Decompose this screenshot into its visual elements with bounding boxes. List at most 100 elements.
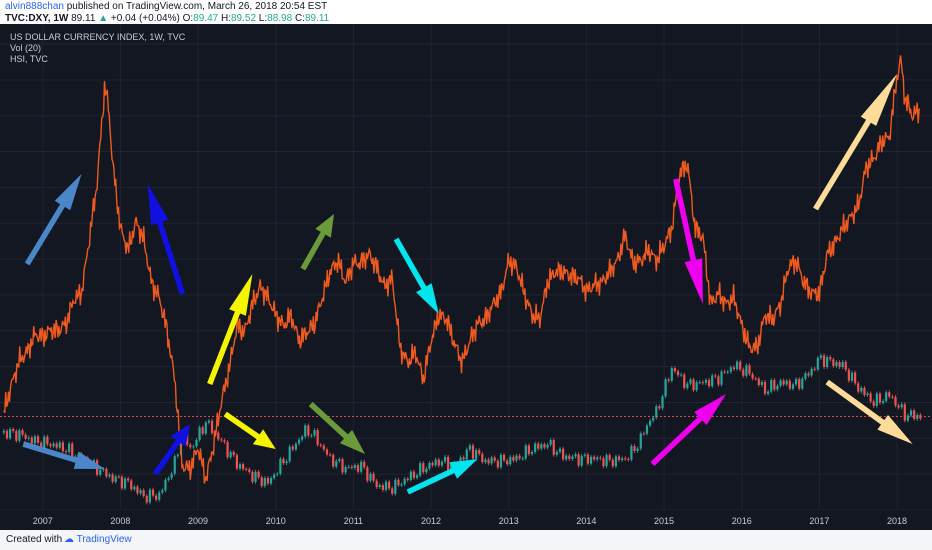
- annotation-arrow: [153, 424, 191, 476]
- dxy-candle: [589, 456, 593, 464]
- dxy-candle: [422, 463, 425, 473]
- dxy-candle: [117, 476, 120, 478]
- chart-svg[interactable]: 2007 2008 2009 2010 2011 2012 2013 2014 2015 2016…: [0, 24, 932, 530]
- dxy-candle: [642, 433, 645, 435]
- dxy-candle: [403, 478, 406, 485]
- dxy-candle: [223, 440, 226, 442]
- dxy-candle: [794, 379, 798, 385]
- dxy-candle: [704, 380, 708, 384]
- dxy-candle: [158, 492, 161, 500]
- dxy-candle: [872, 401, 875, 407]
- dxy-candle: [894, 397, 897, 406]
- annotation-arrow: [673, 178, 703, 304]
- dxy-candle: [512, 456, 515, 461]
- dxy-candle: [127, 478, 130, 481]
- dxy-candle: [701, 382, 704, 384]
- dxy-candle: [636, 448, 639, 452]
- dxy-candle: [602, 458, 605, 467]
- dxy-candle: [565, 455, 568, 460]
- dxy-candle: [33, 436, 37, 444]
- hsi-line: [3, 55, 921, 484]
- legend-vol: Vol (20): [10, 43, 42, 53]
- footer-bar: Created with ☁ TradingView: [0, 530, 932, 550]
- dxy-candle: [167, 478, 170, 480]
- dxy-candle: [903, 404, 906, 421]
- dxy-candle: [266, 477, 270, 484]
- legend-dxy: US DOLLAR CURRENCY INDEX, 1W, TVC: [10, 32, 186, 42]
- dxy-candle: [807, 373, 810, 376]
- dxy-candle: [735, 361, 739, 370]
- dxy-candle: [689, 379, 692, 384]
- dxy-candle: [543, 444, 546, 448]
- dxy-candle: [335, 461, 338, 467]
- legend-hsi: HSI, TVC: [10, 54, 48, 64]
- dxy-candle: [499, 454, 503, 468]
- dxy-candle: [468, 445, 471, 450]
- dxy-candle: [608, 455, 611, 460]
- dxy-candle: [788, 380, 791, 389]
- dxy-candle: [785, 380, 788, 385]
- dxy-candle: [294, 443, 298, 450]
- open-value: 89.47: [193, 13, 219, 24]
- dxy-candle: [220, 439, 223, 441]
- dxy-candle: [204, 422, 207, 434]
- dxy-candle: [235, 455, 238, 469]
- dxy-candle: [36, 436, 40, 443]
- dxy-candle: [474, 450, 478, 459]
- author-link[interactable]: alvin888chan: [5, 1, 64, 12]
- dxy-candle: [409, 471, 412, 480]
- dxy-candle: [732, 367, 736, 370]
- dxy-candle: [319, 444, 322, 446]
- dxy-candle: [251, 471, 254, 482]
- dxy-candle: [8, 429, 12, 439]
- dxy-candle: [328, 454, 332, 456]
- dxy-candle: [897, 405, 900, 408]
- dxy-candle: [552, 440, 555, 455]
- dxy-candle: [819, 355, 823, 358]
- dxy-candle: [596, 457, 599, 460]
- dxy-candle: [310, 435, 313, 437]
- dxy-candle: [680, 374, 683, 376]
- high-value: 89.52: [230, 13, 257, 24]
- created-with-text: Created with: [6, 534, 63, 545]
- dxy-candle: [465, 449, 468, 460]
- dxy-candle: [173, 456, 176, 474]
- dxy-candle: [850, 372, 854, 381]
- dxy-candle: [170, 473, 173, 479]
- x-axis: 2007 2008 2009 2010 2011 2012 2013 2014 2015 2016…: [0, 510, 932, 530]
- x-tick-label: 2014: [576, 516, 596, 526]
- dxy-candle: [288, 446, 291, 462]
- x-tick-label: 2009: [188, 516, 208, 526]
- dxy-candle: [686, 383, 689, 388]
- dxy-candle: [40, 442, 43, 449]
- dxy-candle: [217, 432, 220, 440]
- dxy-candle: [232, 452, 235, 456]
- dxy-candle: [611, 459, 614, 467]
- dxy-candle: [164, 479, 167, 491]
- dxy-candle: [139, 490, 142, 494]
- dxy-candle: [478, 450, 481, 454]
- dxy-candle: [878, 393, 882, 403]
- dxy-candle: [254, 471, 257, 482]
- dxy-candle: [394, 479, 397, 494]
- published-text: published on TradingView.com, March 26, …: [66, 1, 328, 12]
- dxy-candle: [617, 456, 621, 461]
- dxy-candle: [723, 371, 726, 373]
- dxy-candle: [375, 480, 378, 487]
- annotation-arrow: [22, 441, 105, 469]
- dxy-candle: [307, 425, 310, 436]
- dxy-candle: [406, 478, 409, 480]
- dxy-candle: [518, 455, 521, 459]
- dxy-candle: [363, 461, 366, 468]
- tradingview-brand: TradingView: [76, 534, 132, 545]
- dxy-candle: [639, 433, 642, 449]
- annotation-arrow: [406, 459, 478, 495]
- dxy-candle: [440, 461, 444, 466]
- dxy-candle: [571, 456, 574, 460]
- chart-area[interactable]: 2007 2008 2009 2010 2011 2012 2013 2014 2015 2016…: [0, 24, 932, 530]
- dxy-candle: [614, 456, 617, 467]
- tradingview-logo[interactable]: ☁ TradingView: [64, 534, 132, 545]
- dxy-candle: [574, 454, 577, 457]
- dxy-candle: [372, 473, 375, 481]
- dxy-candle: [447, 456, 450, 471]
